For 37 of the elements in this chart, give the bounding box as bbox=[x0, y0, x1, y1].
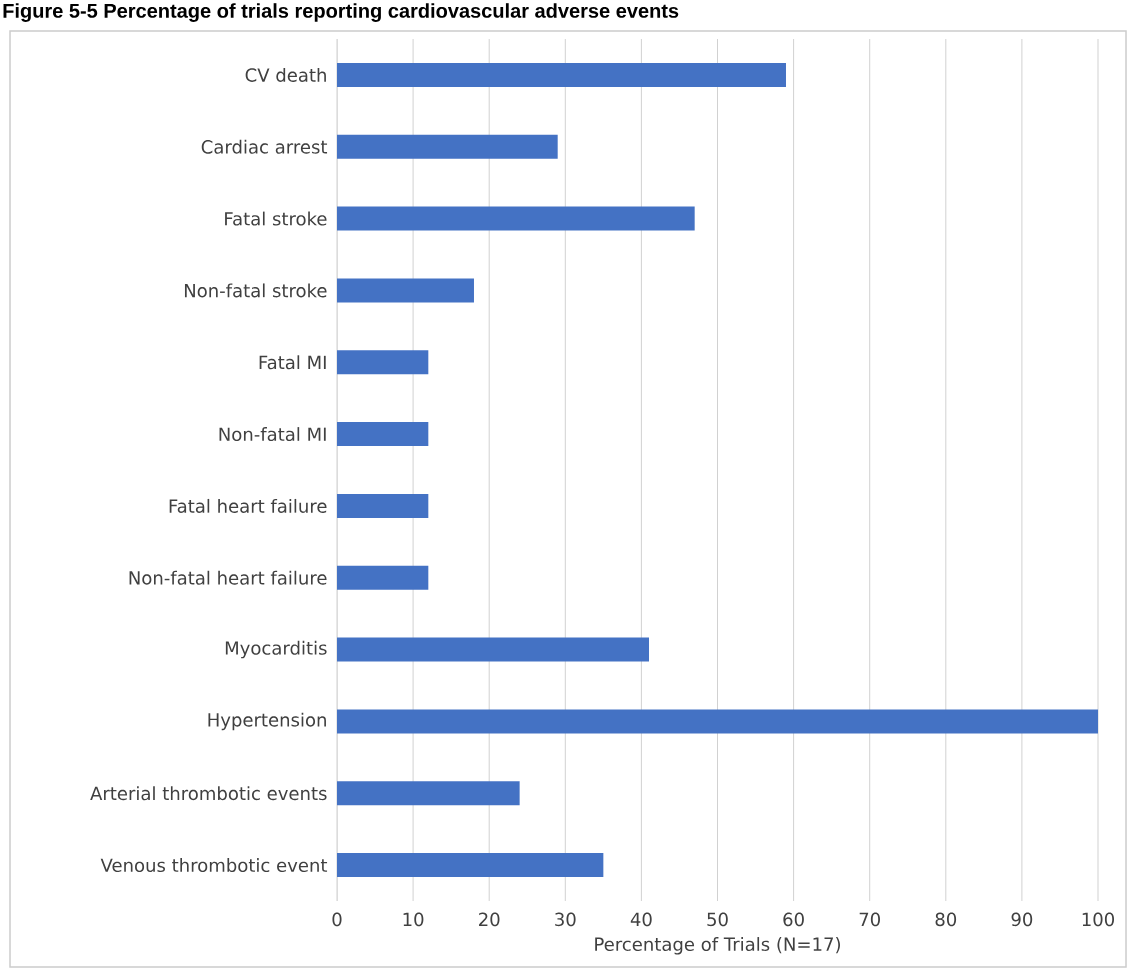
bar bbox=[337, 709, 1098, 734]
x-tick-label: 30 bbox=[555, 912, 576, 927]
x-tick-label: 20 bbox=[479, 912, 500, 927]
bar bbox=[337, 493, 429, 518]
y-tick-label: Myocarditis bbox=[225, 640, 327, 659]
y-tick-label: Fatal heart failure bbox=[169, 498, 327, 513]
y-tick-label: Non-fatal heart failure bbox=[129, 570, 327, 585]
bar bbox=[337, 350, 429, 375]
y-tick-label: Cardiac arrest bbox=[201, 139, 328, 154]
chart-title: Figure 5-5 Percentage of trials reporting cardiovascular adverse events bbox=[3, 3, 679, 22]
bar bbox=[337, 134, 558, 159]
x-tick-label: 100 bbox=[1082, 912, 1115, 927]
bar bbox=[337, 206, 695, 231]
x-axis-title: Percentage of Trials (N=17) bbox=[595, 937, 840, 955]
y-tick-label: Non-fatal MI bbox=[219, 427, 326, 442]
bar bbox=[337, 278, 474, 303]
bar bbox=[337, 853, 604, 878]
x-tick-label: 90 bbox=[1011, 912, 1033, 927]
x-tick-label: 80 bbox=[935, 912, 957, 927]
y-tick-label: Hypertension bbox=[208, 712, 326, 731]
bar bbox=[337, 565, 429, 590]
x-tick-label: 60 bbox=[783, 912, 804, 927]
x-tick-label: 10 bbox=[403, 912, 424, 927]
y-tick-label: Fatal MI bbox=[259, 355, 326, 370]
bar bbox=[337, 637, 650, 662]
bar bbox=[337, 62, 786, 87]
x-tick-label: 50 bbox=[707, 912, 728, 927]
x-tick-label: 0 bbox=[332, 912, 342, 927]
y-tick-label: Non-fatal stroke bbox=[184, 283, 327, 298]
y-tick-label: Venous thrombotic event bbox=[100, 858, 328, 873]
bar bbox=[337, 781, 520, 806]
x-tick-label: 70 bbox=[859, 912, 880, 927]
bar bbox=[337, 422, 429, 447]
y-tick-label: CV death bbox=[245, 67, 326, 82]
y-tick-label: Arterial thrombotic events bbox=[90, 786, 327, 801]
y-tick-label: Fatal stroke bbox=[225, 211, 327, 226]
x-tick-label: 40 bbox=[630, 912, 652, 927]
